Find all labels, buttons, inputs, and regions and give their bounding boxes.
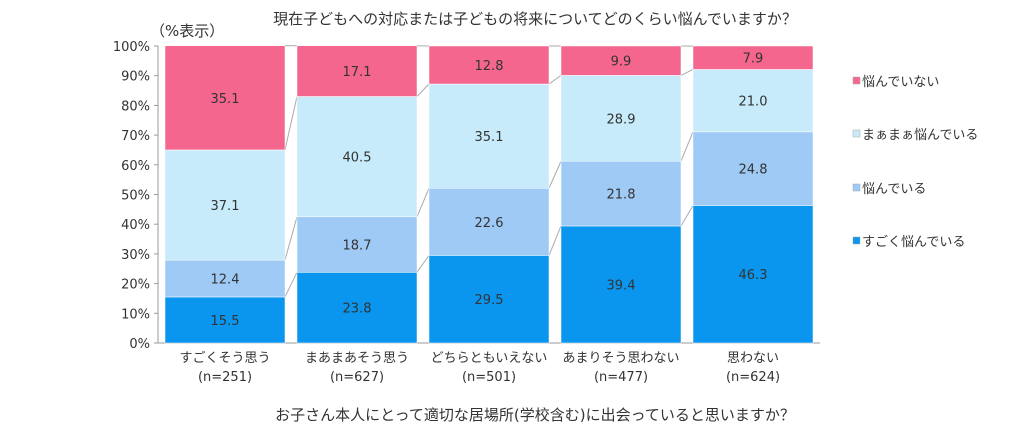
x-tick-n: (n=477) bbox=[594, 370, 648, 385]
x-axis-title: お子さん本人にとって適切な居場所(学校含む)に出会っていると思いますか？ bbox=[275, 406, 795, 424]
series-line bbox=[680, 69, 694, 76]
bar-segment bbox=[164, 259, 286, 298]
data-label: 12.8 bbox=[475, 59, 504, 74]
bar-segment bbox=[692, 69, 814, 133]
y-tick-label: 0% bbox=[129, 337, 150, 352]
y-tick-label: 20% bbox=[121, 278, 150, 293]
data-label: 28.9 bbox=[607, 112, 636, 127]
bar-segment bbox=[164, 45, 286, 151]
bar-segment bbox=[164, 149, 286, 261]
series-line bbox=[416, 188, 430, 217]
data-label: 46.3 bbox=[739, 268, 768, 283]
legend-label: すごく悩んでいる bbox=[862, 234, 965, 250]
series-line bbox=[680, 205, 694, 227]
y-tick-label: 30% bbox=[121, 248, 150, 263]
y-tick-label: 80% bbox=[121, 99, 150, 114]
legend-label: 悩んでいない bbox=[862, 75, 939, 90]
data-label: 21.0 bbox=[739, 95, 768, 110]
bar-segment bbox=[560, 75, 682, 162]
y-tick-label: 40% bbox=[121, 218, 150, 233]
series-line bbox=[416, 255, 430, 273]
bar-segment bbox=[428, 255, 550, 344]
data-label: 17.1 bbox=[343, 65, 372, 80]
bar-segment bbox=[428, 45, 550, 85]
series-line bbox=[416, 83, 430, 97]
x-tick-label: 思わない bbox=[727, 351, 779, 366]
data-label: 7.9 bbox=[743, 52, 764, 67]
x-tick-label: あまりそう思わない bbox=[562, 351, 679, 366]
data-label: 23.8 bbox=[343, 302, 372, 317]
legend-swatch bbox=[852, 76, 861, 85]
bar-segment bbox=[560, 225, 682, 344]
data-label: 21.8 bbox=[607, 188, 636, 203]
series-line bbox=[548, 161, 562, 189]
bar-segment bbox=[296, 96, 418, 218]
y-tick-label: 70% bbox=[121, 129, 150, 144]
x-tick-label: まあまあそう思う bbox=[305, 351, 409, 366]
data-label: 40.5 bbox=[343, 151, 372, 166]
y-tick-label: 10% bbox=[121, 307, 150, 322]
legend-swatch bbox=[852, 129, 861, 138]
legend-swatch bbox=[852, 183, 861, 192]
y-tick-label: 90% bbox=[121, 70, 150, 85]
series-line bbox=[284, 96, 298, 151]
series-line bbox=[548, 225, 562, 256]
series-line bbox=[548, 74, 562, 85]
chart-title: 現在子どもへの対応または子どもの将来についてどのくらい悩んでいますか？ bbox=[273, 10, 797, 28]
bar-segment bbox=[296, 272, 418, 344]
series-line bbox=[284, 216, 298, 261]
legend-label: 悩んでいる bbox=[862, 182, 926, 197]
data-label: 24.8 bbox=[739, 163, 768, 178]
unit-note: （%表示） bbox=[150, 22, 224, 40]
bar-segment bbox=[692, 131, 814, 206]
data-label: 35.1 bbox=[211, 92, 240, 107]
bar-segment bbox=[164, 296, 286, 344]
series-line bbox=[284, 272, 298, 298]
data-label: 37.1 bbox=[211, 199, 240, 214]
x-tick-n: (n=251) bbox=[198, 370, 252, 385]
data-label: 9.9 bbox=[611, 55, 632, 70]
bar-segment bbox=[560, 160, 682, 227]
data-label: 12.4 bbox=[211, 273, 240, 288]
bar-segment bbox=[560, 45, 682, 76]
legend-swatch bbox=[852, 236, 861, 245]
bar-segment bbox=[296, 45, 418, 97]
data-label: 29.5 bbox=[475, 293, 504, 308]
data-label: 22.6 bbox=[475, 216, 504, 231]
x-tick-label: どちらともいえない bbox=[431, 351, 548, 366]
bar-segment bbox=[428, 83, 550, 189]
data-label: 18.7 bbox=[343, 239, 372, 254]
x-tick-label: すごくそう思う bbox=[179, 350, 270, 366]
y-tick-label: 50% bbox=[121, 189, 150, 204]
y-tick-label: 60% bbox=[121, 159, 150, 174]
bar-segment bbox=[428, 188, 550, 256]
data-label: 15.5 bbox=[211, 314, 240, 329]
data-label: 39.4 bbox=[607, 278, 636, 293]
series-line bbox=[680, 131, 694, 162]
bar-segment bbox=[692, 205, 814, 344]
bar-segment bbox=[296, 216, 418, 273]
x-tick-n: (n=501) bbox=[462, 370, 516, 385]
x-tick-n: (n=627) bbox=[330, 370, 384, 385]
y-tick-label: 100% bbox=[113, 40, 150, 55]
legend-label: まぁまぁ悩んでいる bbox=[862, 128, 978, 143]
x-tick-n: (n=624) bbox=[726, 370, 780, 385]
data-label: 35.1 bbox=[475, 130, 504, 145]
bar-segment bbox=[692, 45, 814, 70]
